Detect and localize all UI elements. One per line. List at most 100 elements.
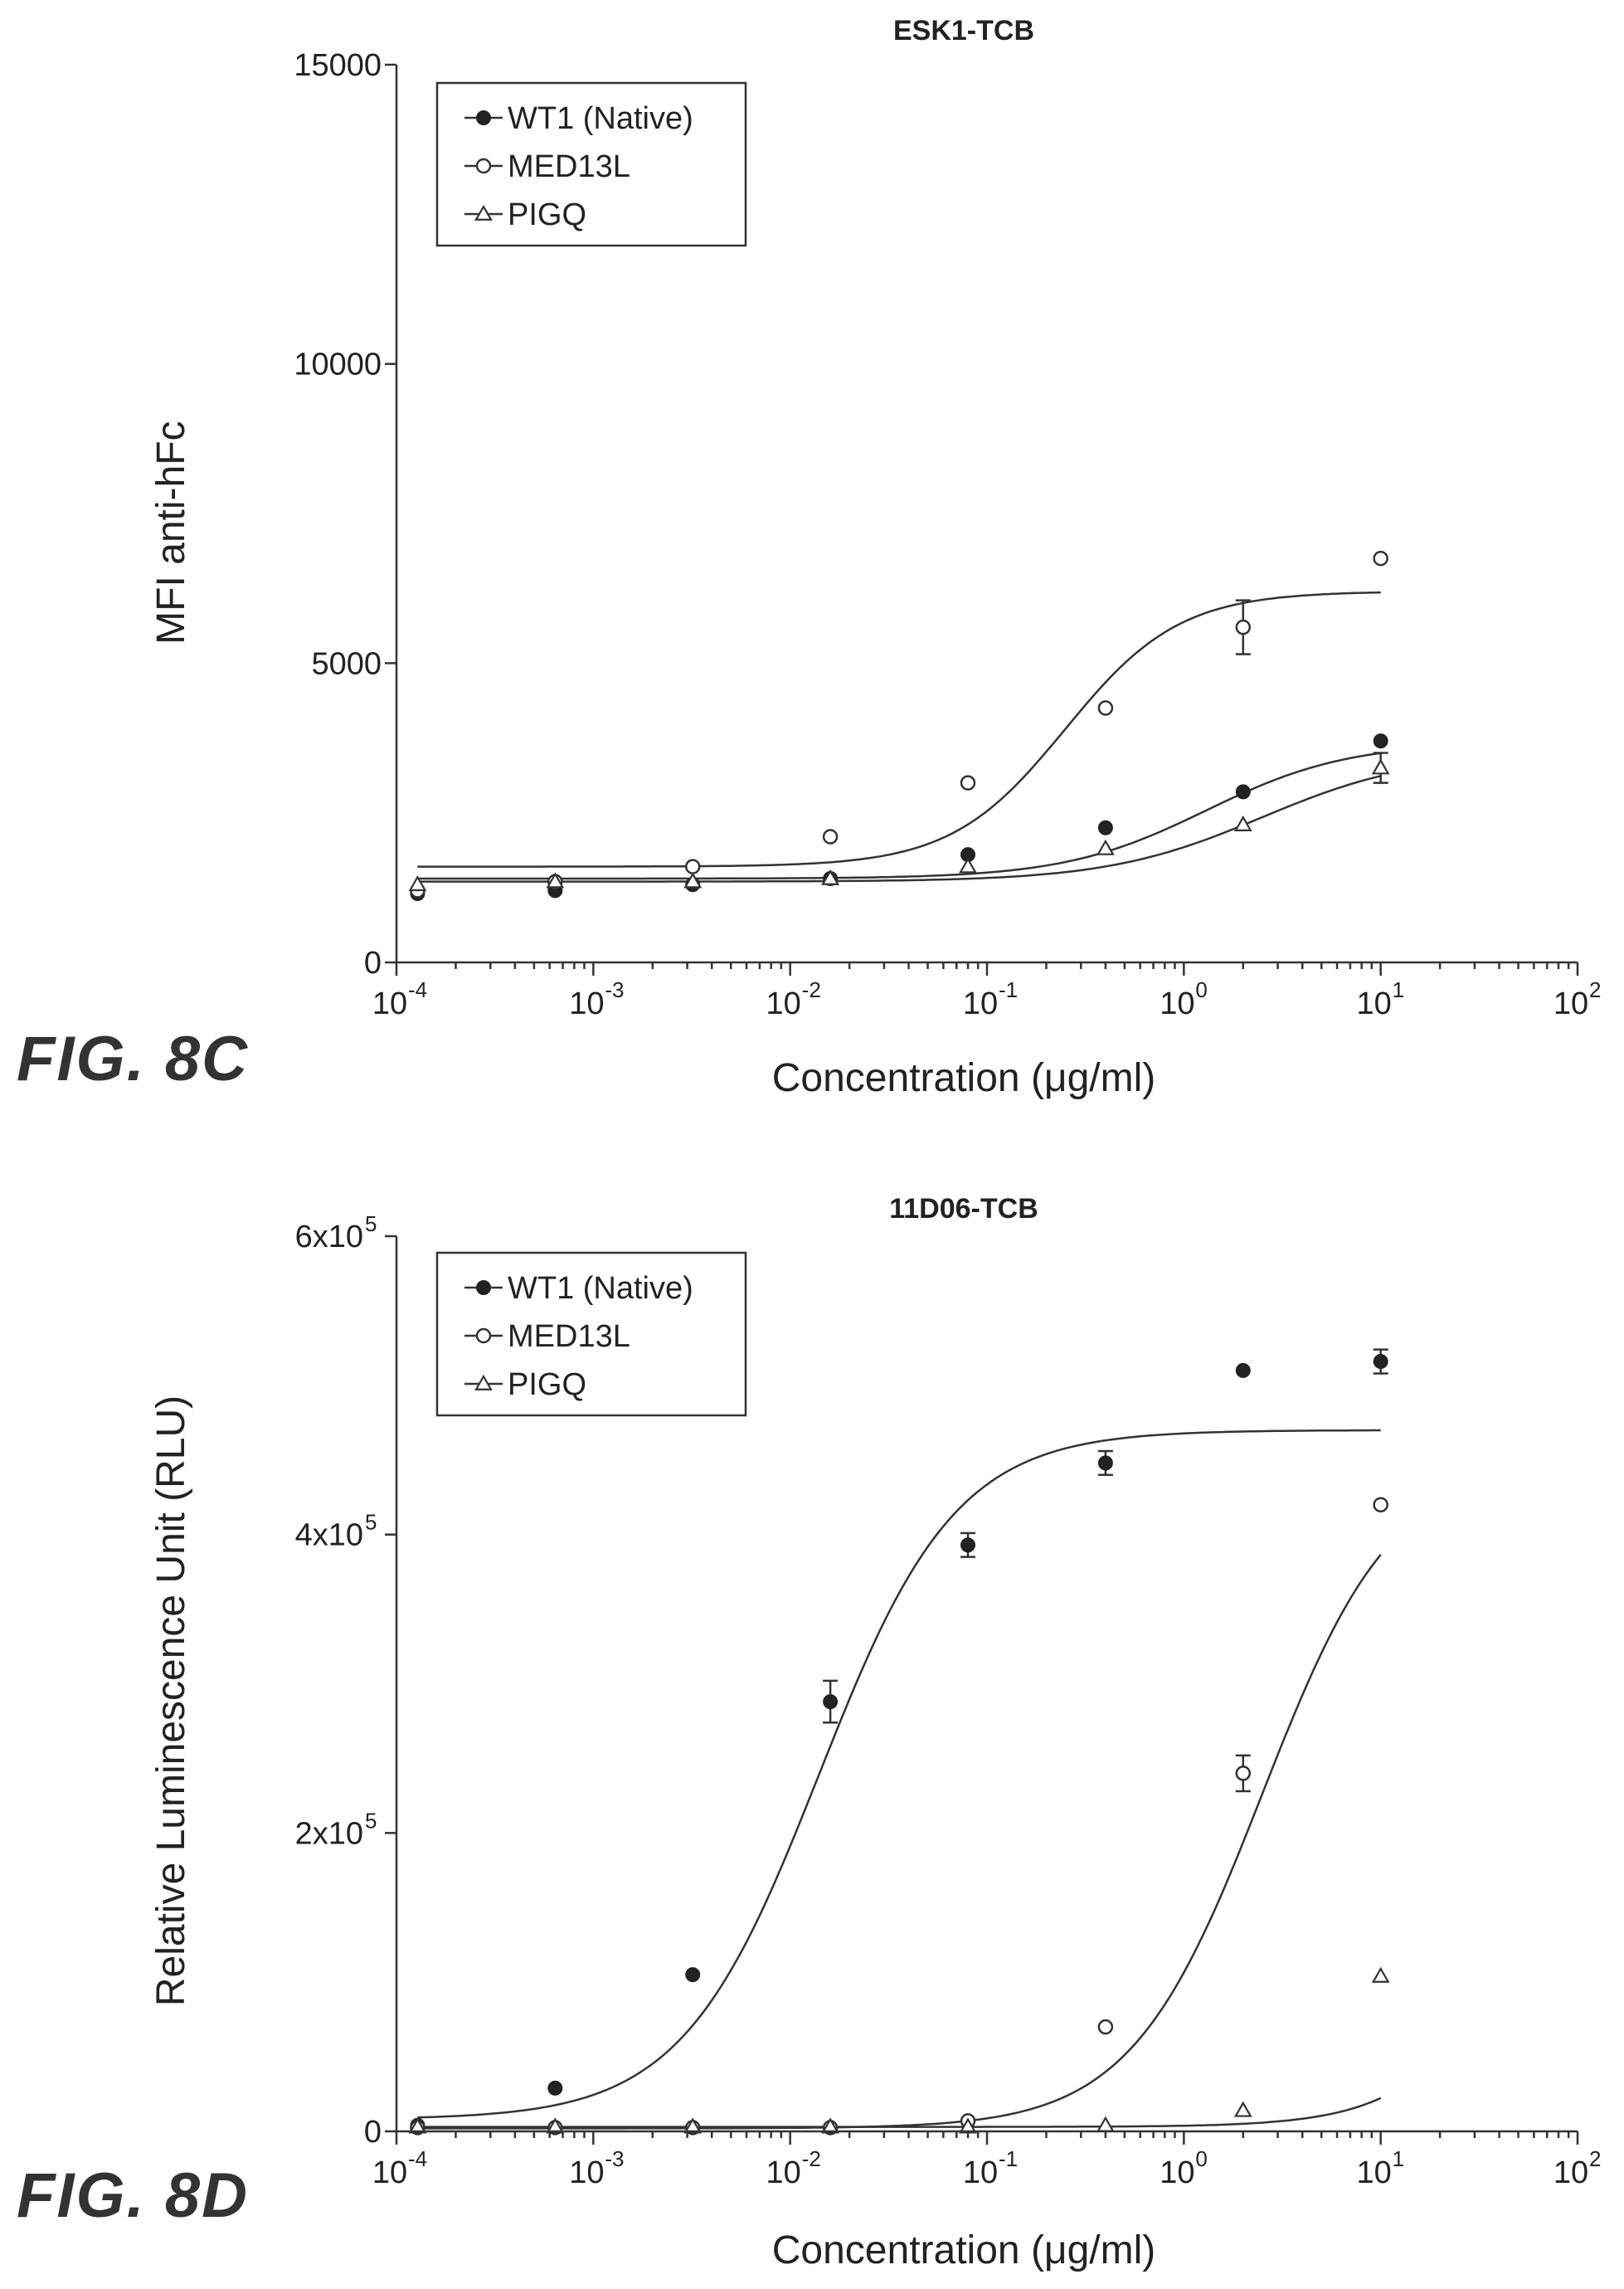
legend-marker	[476, 110, 491, 125]
y-tick-label: 15000	[294, 48, 382, 83]
x-tick-exponent: -1	[999, 977, 1018, 1002]
data-point	[1373, 733, 1388, 749]
figure-label: FIG. 8C	[17, 1024, 249, 1094]
x-tick-exponent: -1	[999, 2146, 1018, 2171]
y-axis-ticks: 0 5000 10000 15000	[294, 48, 396, 981]
data-point	[1097, 700, 1114, 716]
data-point	[1373, 1497, 1388, 1512]
data-point	[408, 2117, 427, 2134]
data-point	[960, 775, 976, 791]
legend-label: MED13L	[508, 149, 630, 184]
x-tick-exponent: -4	[408, 977, 427, 1002]
x-tick-exponent: 2	[1589, 977, 1601, 1002]
y-tick-exponent: 5	[365, 1211, 377, 1236]
y-tick-label: 0	[364, 2115, 382, 2150]
x-tick-label: 10	[1160, 2155, 1194, 2190]
data-point	[1373, 1354, 1388, 1370]
legend-marker	[476, 1280, 491, 1295]
fit-curve-wt1-native	[417, 1429, 1381, 2119]
y-axis-label: MFI anti-hFc	[149, 421, 193, 644]
legend-marker	[474, 1374, 493, 1390]
fit-curves	[417, 1429, 1382, 2130]
legend-marker	[475, 1327, 492, 1344]
x-tick-label: 10	[569, 986, 604, 1021]
y-axis-label: Relative Luminescence Unit (RLU)	[149, 1395, 193, 2006]
x-axis-label: Concentration (μg/ml)	[772, 2228, 1156, 2272]
y-tick-label: 4x10	[295, 1518, 363, 1553]
data-point	[959, 857, 977, 874]
x-tick-label: 10	[372, 986, 407, 1021]
legend-marker	[474, 204, 493, 221]
fit-curves	[417, 591, 1381, 883]
x-tick-label: 10	[963, 986, 998, 1021]
fit-curve-wt1-native	[417, 752, 1381, 880]
data-point	[1235, 1765, 1252, 1781]
x-tick-exponent: 1	[1393, 2146, 1404, 2171]
x-tick-exponent: -4	[408, 2146, 427, 2171]
legend-label: PIGQ	[508, 1367, 586, 1402]
legend-label: MED13L	[508, 1319, 630, 1354]
data-point	[1235, 619, 1252, 636]
legend-label: WT1 (Native)	[508, 1271, 693, 1306]
data-points	[408, 550, 1390, 902]
y-tick-exponent: 5	[365, 1808, 377, 1833]
x-tick-label: 10	[569, 2155, 604, 2190]
x-tick-exponent: 0	[1195, 977, 1207, 1002]
data-point	[546, 2117, 565, 2134]
data-point	[822, 829, 839, 845]
x-tick-label: 10	[766, 986, 801, 1021]
data-point	[408, 875, 427, 892]
x-axis-ticks: 10 -4 10 -3 10 -2 10 -1 10 0 10 1 10 2	[372, 2131, 1601, 2190]
data-point	[821, 869, 840, 885]
x-tick-label: 10	[766, 2155, 801, 2190]
x-tick-exponent: -3	[605, 977, 624, 1002]
data-point	[1371, 758, 1390, 775]
data-point	[959, 2117, 977, 2134]
legend-marker	[475, 158, 492, 174]
data-point	[546, 872, 565, 889]
x-tick-label: 10	[372, 2155, 407, 2190]
y-tick-label: 5000	[311, 646, 382, 681]
x-tick-label: 10	[1160, 986, 1194, 1021]
legend-label: WT1 (Native)	[508, 101, 693, 136]
data-point	[683, 2117, 703, 2134]
x-axis-ticks: 10 -4 10 -3 10 -2 10 -1 10 0 10 1 10 2	[372, 962, 1601, 1021]
data-point	[823, 1694, 839, 1710]
data-points	[408, 1348, 1390, 2136]
data-point	[1233, 2101, 1252, 2117]
x-tick-label: 10	[1357, 986, 1392, 1021]
data-point	[1097, 820, 1113, 835]
y-tick-label: 10000	[294, 348, 382, 382]
data-point	[1371, 1966, 1390, 1983]
x-tick-exponent: -2	[802, 977, 821, 1002]
x-tick-label: 10	[1553, 2155, 1588, 2190]
x-tick-exponent: 0	[1195, 2146, 1207, 2171]
data-point	[683, 872, 703, 889]
data-point	[1096, 839, 1115, 855]
fit-curve-pigq	[417, 775, 1381, 883]
chart-title: 11D06-TCB	[889, 1193, 1038, 1225]
x-tick-exponent: -2	[802, 2146, 821, 2171]
data-point	[1096, 2116, 1115, 2132]
x-tick-exponent: 2	[1589, 2146, 1601, 2171]
legend: WT1 (Native) MED13L PIGQ	[435, 81, 747, 247]
y-tick-label: 2x10	[295, 1816, 363, 1851]
fit-curve-med13l	[417, 591, 1381, 868]
data-point	[1373, 550, 1388, 567]
x-tick-exponent: -3	[605, 2146, 624, 2171]
fit-curve-med13l	[417, 1554, 1382, 2130]
legend: WT1 (Native) MED13L PIGQ	[435, 1251, 747, 1417]
y-tick-label: 6x10	[295, 1220, 363, 1254]
data-point	[1235, 1362, 1251, 1378]
figure-label: FIG. 8D	[17, 2160, 249, 2231]
data-point	[1097, 1455, 1113, 1471]
legend-label: PIGQ	[508, 197, 586, 232]
x-tick-label: 10	[963, 2155, 998, 2190]
data-point	[547, 2080, 563, 2096]
data-point	[1235, 784, 1251, 800]
y-tick-exponent: 5	[365, 1510, 377, 1535]
